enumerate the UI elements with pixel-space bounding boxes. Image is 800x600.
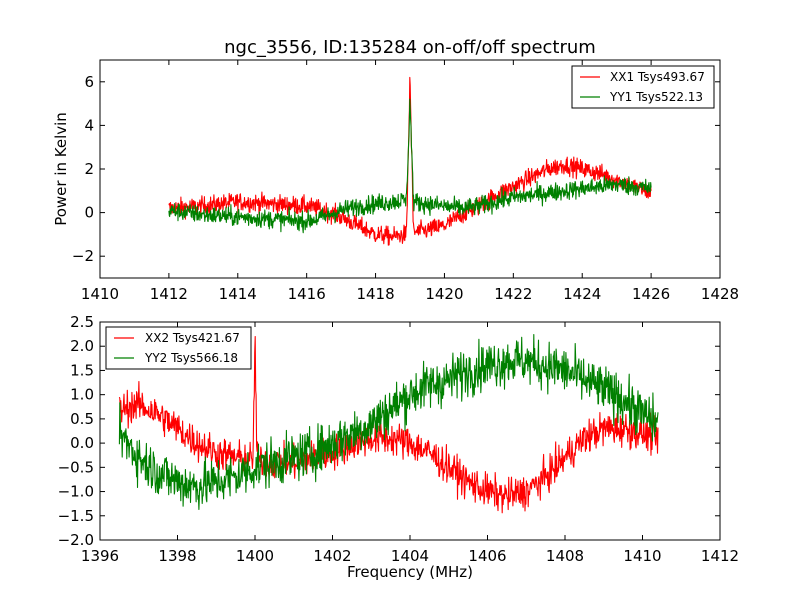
figure-title: ngc_3556, ID:135284 on-off/off spectrum [224, 37, 596, 58]
top-xtick-label: 1426 [632, 285, 670, 303]
bottom-xtick-label: 1402 [313, 547, 351, 565]
bottom-xtick-label: 1406 [468, 547, 506, 565]
bottom-ytick-label: 0.0 [70, 434, 94, 452]
top-xtick-label: 1416 [288, 285, 326, 303]
bottom-xtick-label: 1410 [623, 547, 661, 565]
top-xtick-label: 1414 [219, 285, 257, 303]
bottom-series-yy2-line [118, 334, 659, 511]
top-panel: 1410 1412 1414 1416 1418 1420 1422 1424 1426 1428… [52, 59, 739, 303]
legend-label-yy1: YY1 Tsys522.13 [609, 90, 703, 104]
top-ytick-label: 2 [84, 160, 94, 178]
bottom-ytick-label: −1.0 [58, 483, 94, 501]
bottom-ytick-label: 1.5 [70, 361, 94, 379]
top-series-yy1-line [168, 98, 652, 234]
top-xtick-label: 1410 [81, 285, 119, 303]
bottom-series-xx2-line [118, 335, 659, 514]
top-ytick-label: 6 [84, 73, 94, 91]
top-xtick-label: 1412 [150, 285, 188, 303]
legend-label-xx1: XX1 Tsys493.67 [610, 70, 705, 84]
top-ytick-label: 0 [84, 204, 94, 222]
bottom-ytick-label: 2.5 [70, 313, 94, 331]
bottom-xtick-label: 1404 [391, 547, 429, 565]
top-xtick-label: 1422 [494, 285, 532, 303]
legend-label-xx2: XX2 Tsys421.67 [145, 331, 240, 345]
top-ylabel: Power in Kelvin [52, 112, 70, 226]
legend-label-yy2: YY2 Tsys566.18 [144, 351, 238, 365]
bottom-xtick-label: 1408 [546, 547, 584, 565]
bottom-ytick-label: −0.5 [58, 458, 94, 476]
bottom-xtick-label: 1400 [236, 547, 274, 565]
top-xtick-label: 1420 [425, 285, 463, 303]
bottom-ytick-label: −2.0 [58, 531, 94, 549]
bottom-ytick-label: 2.0 [70, 337, 94, 355]
top-xtick-label: 1424 [563, 285, 601, 303]
bottom-xlabel: Frequency (MHz) [347, 563, 473, 581]
top-xtick-label: 1428 [701, 285, 739, 303]
bottom-xtick-label: 1398 [158, 547, 196, 565]
top-xtick-label: 1418 [356, 285, 394, 303]
top-series-xx1-line [168, 76, 652, 246]
bottom-legend: XX2 Tsys421.67 YY2 Tsys566.18 [105, 326, 252, 370]
bottom-xtick-label: 1396 [81, 547, 119, 565]
top-legend: XX1 Tsys493.67 YY1 Tsys522.13 [571, 65, 715, 109]
top-ytick-label: 4 [84, 116, 94, 134]
bottom-xtick-label: 1412 [701, 547, 739, 565]
bottom-ytick-label: 1.0 [70, 386, 94, 404]
top-ytick-label: −2 [72, 247, 94, 265]
bottom-panel: 1396 1398 1400 1402 1404 1406 1408 1410 1412 −2.0… [58, 313, 740, 581]
bottom-ytick-label: 0.5 [70, 410, 94, 428]
bottom-ytick-label: −1.5 [58, 507, 94, 525]
